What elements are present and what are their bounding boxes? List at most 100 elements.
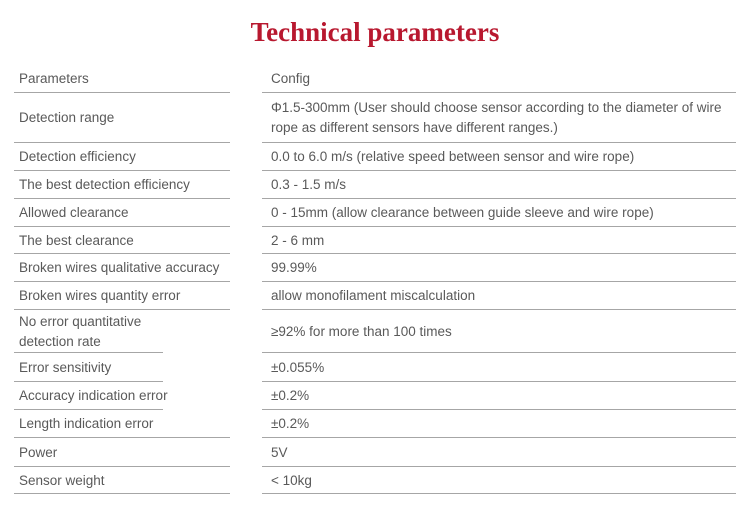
config-value: 99.99% bbox=[271, 260, 317, 276]
table-row: Broken wires qualitative accuracy 99.99% bbox=[14, 254, 736, 282]
row-divider bbox=[14, 281, 230, 282]
row-divider bbox=[14, 437, 230, 438]
row-divider bbox=[262, 170, 736, 171]
row-divider bbox=[14, 309, 230, 310]
config-value: ±0.2% bbox=[271, 388, 310, 404]
param-header-label: Parameters bbox=[19, 70, 89, 86]
param-cell: Detection efficiency bbox=[14, 143, 262, 171]
param-cell: Sensor weight bbox=[14, 467, 262, 494]
row-divider bbox=[14, 409, 163, 410]
row-divider bbox=[14, 198, 230, 199]
row-divider bbox=[14, 381, 163, 382]
param-label: Broken wires qualitative accuracy bbox=[19, 260, 220, 276]
param-label: Power bbox=[19, 444, 58, 460]
technical-parameters-table: Parameters Config Detection range Φ1.5-30… bbox=[14, 64, 736, 494]
row-divider bbox=[262, 409, 736, 410]
row-divider bbox=[262, 466, 736, 467]
param-cell: Broken wires qualitative accuracy bbox=[14, 254, 262, 282]
param-label: Detection efficiency bbox=[19, 149, 136, 165]
config-value: ±0.055% bbox=[271, 359, 325, 375]
config-value: 2 - 6 mm bbox=[271, 232, 325, 248]
table-row: The best clearance 2 - 6 mm bbox=[14, 227, 736, 254]
row-divider bbox=[14, 142, 230, 143]
page-title: Technical parameters bbox=[250, 17, 500, 47]
param-label: Error sensitivity bbox=[19, 359, 112, 375]
table-row: Accuracy indication error ±0.2% bbox=[14, 382, 736, 410]
config-cell: < 10kg bbox=[262, 467, 736, 494]
param-header-cell: Parameters bbox=[14, 64, 262, 93]
param-label: Length indication error bbox=[19, 416, 154, 432]
param-cell: Length indication error bbox=[14, 410, 262, 438]
config-cell: allow monofilament miscalculation bbox=[262, 282, 736, 310]
row-divider bbox=[14, 466, 230, 467]
param-cell: Accuracy indication error bbox=[14, 382, 262, 410]
row-divider bbox=[14, 226, 230, 227]
param-label: No error quantitative detection rate bbox=[19, 313, 142, 349]
table-body: Detection range Φ1.5-300mm (User should c… bbox=[14, 93, 736, 494]
row-divider bbox=[262, 281, 736, 282]
row-divider bbox=[262, 198, 736, 199]
config-cell: ≥92% for more than 100 times bbox=[262, 310, 736, 353]
param-cell: Error sensitivity bbox=[14, 353, 262, 382]
config-cell: ±0.055% bbox=[262, 353, 736, 382]
config-cell: ±0.2% bbox=[262, 410, 736, 438]
row-divider bbox=[14, 493, 230, 494]
config-value: Φ1.5-300mm (User should choose sensor ac… bbox=[271, 100, 722, 135]
row-divider bbox=[262, 142, 736, 143]
config-cell: 0 - 15mm (allow clearance between guide … bbox=[262, 199, 736, 227]
config-value: < 10kg bbox=[271, 472, 312, 488]
table-row: Error sensitivity ±0.055% bbox=[14, 353, 736, 382]
param-label: Detection range bbox=[19, 110, 115, 126]
param-label: Allowed clearance bbox=[19, 205, 129, 221]
param-cell: Allowed clearance bbox=[14, 199, 262, 227]
row-divider bbox=[262, 352, 736, 353]
header-divider bbox=[14, 92, 230, 93]
config-cell: 5V bbox=[262, 438, 736, 467]
config-value: 0.3 - 1.5 m/s bbox=[271, 177, 347, 193]
table-row: Broken wires quantity error allow monofil… bbox=[14, 282, 736, 310]
config-value: 0 - 15mm (allow clearance between guide … bbox=[271, 205, 654, 221]
table-row: Detection range Φ1.5-300mm (User should c… bbox=[14, 93, 736, 143]
table-row: No error quantitative detection rate ≥92%… bbox=[14, 310, 736, 353]
param-label: The best detection efficiency bbox=[19, 177, 190, 193]
param-cell: Power bbox=[14, 438, 262, 467]
header-divider bbox=[262, 92, 736, 93]
row-divider bbox=[262, 493, 736, 494]
param-label: Broken wires quantity error bbox=[19, 288, 181, 304]
config-value: allow monofilament miscalculation bbox=[271, 288, 476, 304]
table-row: Detection efficiency 0.0 to 6.0 m/s (rela… bbox=[14, 143, 736, 171]
row-divider bbox=[262, 226, 736, 227]
config-cell: 99.99% bbox=[262, 254, 736, 282]
config-value: ±0.2% bbox=[271, 416, 310, 432]
config-cell: ±0.2% bbox=[262, 382, 736, 410]
row-divider bbox=[262, 309, 736, 310]
config-value: 5V bbox=[271, 444, 288, 460]
row-divider bbox=[14, 253, 230, 254]
config-cell: 0.3 - 1.5 m/s bbox=[262, 171, 736, 199]
param-cell: Broken wires quantity error bbox=[14, 282, 262, 310]
table-row: Sensor weight < 10kg bbox=[14, 467, 736, 494]
param-label: The best clearance bbox=[19, 232, 134, 248]
param-label: Sensor weight bbox=[19, 472, 105, 488]
config-value: ≥92% for more than 100 times bbox=[271, 323, 452, 339]
config-value: 0.0 to 6.0 m/s (relative speed between s… bbox=[271, 149, 635, 165]
config-header-label: Config bbox=[271, 70, 311, 86]
row-divider bbox=[262, 381, 736, 382]
table-row: Length indication error ±0.2% bbox=[14, 410, 736, 438]
config-cell: 2 - 6 mm bbox=[262, 227, 736, 254]
config-header-cell: Config bbox=[262, 64, 736, 93]
row-divider bbox=[262, 437, 736, 438]
row-divider bbox=[262, 253, 736, 254]
table-row: Power 5V bbox=[14, 438, 736, 467]
table-row: Allowed clearance 0 - 15mm (allow clearan… bbox=[14, 199, 736, 227]
config-cell: 0.0 to 6.0 m/s (relative speed between s… bbox=[262, 143, 736, 171]
param-cell: Detection range bbox=[14, 93, 262, 143]
param-cell: The best detection efficiency bbox=[14, 171, 262, 199]
param-label: Accuracy indication error bbox=[19, 388, 168, 404]
row-divider bbox=[14, 170, 230, 171]
table-header-row: Parameters Config bbox=[14, 64, 736, 93]
row-divider bbox=[14, 352, 163, 353]
table-row: The best detection efficiency 0.3 - 1.5 m… bbox=[14, 171, 736, 199]
param-cell: No error quantitative detection rate bbox=[14, 310, 262, 353]
